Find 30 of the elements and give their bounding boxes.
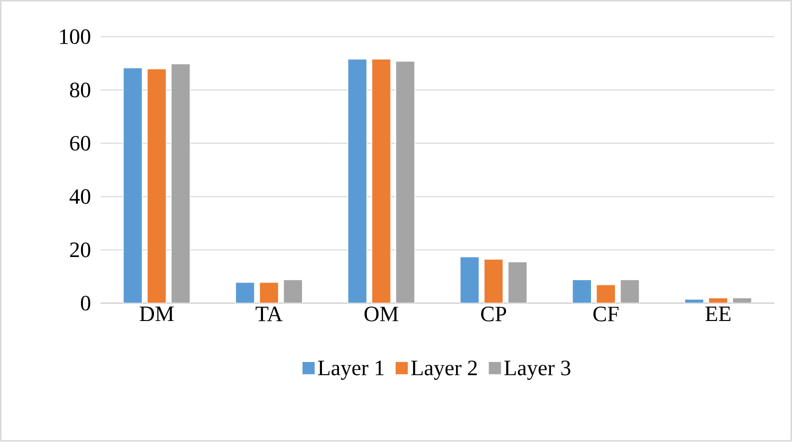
y-tick-label: 60 — [70, 136, 90, 151]
y-tick-label: 40 — [70, 189, 90, 204]
y-tick-label: 0 — [80, 296, 90, 311]
y-tick-label: 20 — [70, 242, 90, 258]
legend-label: Layer 3 — [504, 360, 570, 380]
legend-label: Layer 1 — [318, 360, 384, 380]
bar — [347, 58, 368, 304]
bar — [371, 58, 392, 304]
bar — [572, 279, 592, 304]
bar — [235, 282, 255, 304]
x-tick-label: CF — [593, 306, 618, 322]
bar — [283, 279, 303, 304]
bar — [460, 256, 480, 304]
y-tick-label: 80 — [70, 82, 90, 98]
bar — [508, 262, 528, 304]
legend-label: Layer 2 — [411, 360, 477, 380]
bar — [146, 68, 167, 304]
x-tick-label: EE — [705, 306, 730, 322]
bar — [395, 60, 416, 304]
bar — [170, 64, 191, 304]
bar — [620, 279, 640, 304]
bar — [259, 282, 279, 304]
bar — [122, 68, 143, 304]
y-tick-label: 100 — [60, 29, 90, 44]
x-tick-label: TA — [256, 306, 283, 322]
x-tick-label: CP — [481, 306, 506, 322]
bar — [484, 258, 504, 304]
x-tick-label: OM — [364, 306, 398, 322]
bar — [596, 284, 616, 304]
x-tick-label: DM — [140, 306, 174, 322]
